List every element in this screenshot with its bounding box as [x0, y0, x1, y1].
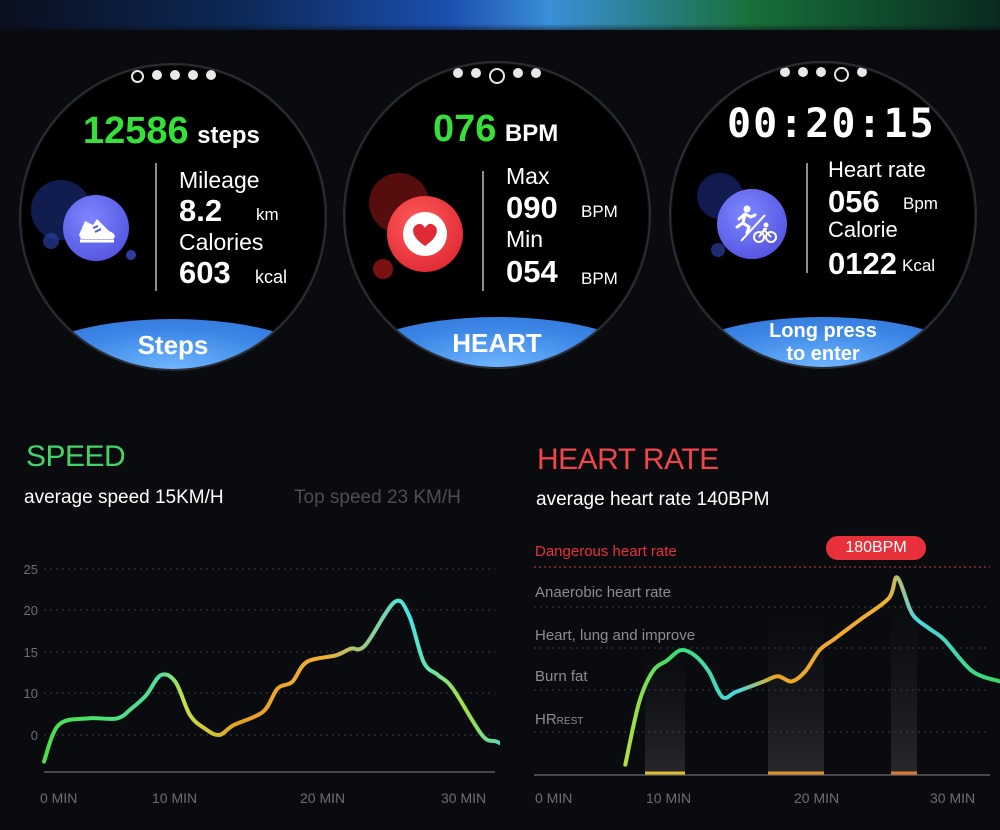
calorie-unit: Kcal [902, 256, 936, 275]
page-dot [187, 70, 198, 80]
steps-unit: steps [197, 122, 260, 149]
zone-burn-fat: Burn fat [535, 668, 588, 685]
heart-icon-circle [387, 196, 463, 272]
min-value: 054 [506, 254, 558, 289]
x-tick: 30 MIN [930, 790, 976, 806]
highlight-band [645, 650, 685, 774]
zone-anaerobic: Anaerobic heart rate [535, 584, 671, 601]
top-speed: Top speed 23 KM/H [294, 487, 461, 508]
page-dot [815, 67, 826, 77]
page-indicator [345, 68, 649, 84]
mileage-unit: km [256, 205, 279, 224]
heart-banner[interactable]: HEART [345, 317, 649, 367]
zone-heart-lung: Heart, lung and improve [535, 627, 696, 644]
calories-label: Calories [179, 229, 264, 255]
page-dot [797, 67, 808, 77]
y-tick: 25 [23, 562, 38, 577]
zone-hr-rest: HRREST [535, 711, 583, 728]
page-indicator [671, 67, 975, 82]
x-tick: 30 MIN [441, 790, 487, 806]
page-indicator [21, 70, 325, 83]
page-dot [531, 68, 541, 78]
hr-unit: Bpm [903, 194, 938, 213]
min-unit: BPM [581, 269, 618, 288]
banner-line-2: to enter [786, 343, 860, 365]
highlight-band [891, 600, 917, 774]
heart-rate-chart [534, 566, 1000, 776]
steps-value: 12586 [83, 110, 189, 152]
timer-value: 00:20:15 [727, 101, 936, 147]
decor-bubble [43, 233, 59, 249]
page-dot [779, 67, 790, 77]
highlight-band [768, 618, 824, 774]
page-dot [205, 70, 216, 80]
hr-rest-main: HR [535, 711, 557, 728]
decor-bubble [711, 243, 725, 257]
page-dot [169, 70, 180, 80]
calorie-label: Calorie [828, 217, 898, 242]
speed-series-line [42, 598, 500, 764]
divider [155, 163, 157, 291]
max-value: 090 [506, 190, 558, 225]
calorie-value: 0122 [828, 246, 897, 281]
steps-banner[interactable]: Steps [21, 319, 325, 369]
y-tick: 0 [30, 728, 38, 743]
peak-badge-label: 180BPM [845, 539, 907, 556]
divider [806, 163, 808, 273]
speed-title: SPEED [26, 440, 126, 473]
page-dot [453, 68, 463, 78]
page-dot [856, 67, 867, 77]
steps-icon-circle [63, 195, 129, 261]
sneaker-icon [79, 219, 115, 243]
calories-unit: kcal [255, 267, 288, 287]
decor-bubble [126, 250, 136, 260]
page-dot-active [489, 68, 505, 84]
average-speed: average speed 15KM/H [24, 487, 224, 508]
sport-icon-circle [717, 189, 787, 259]
watch-steps: 12586 steps Mileage 8.2 km Calories 603 … [19, 63, 327, 371]
page-dot [471, 68, 481, 78]
y-tick: 15 [23, 645, 38, 660]
heart-banner-label: HEART [452, 328, 542, 358]
page-dot-active [833, 67, 849, 82]
zone-dangerous: Dangerous heart rate [535, 543, 677, 560]
watch-heart: 076 BPM Max 090 BPM Min 054 BPM HEART [343, 61, 651, 369]
x-tick: 0 MIN [535, 790, 573, 806]
page-dot-active [130, 70, 144, 83]
steps-banner-label: Steps [137, 330, 209, 360]
hr-rest-sub: REST [556, 716, 584, 727]
top-banner-fade [0, 24, 1000, 36]
hr-value: 056 [828, 184, 880, 219]
watch-sport: 00:20:15 Heart rate 056 Bpm Calorie 0122… [669, 61, 977, 369]
x-tick: 20 MIN [794, 790, 840, 806]
mileage-value: 8.2 [179, 193, 223, 228]
heart-rate-title: HEART RATE [537, 443, 719, 476]
hr-label: Heart rate [828, 157, 926, 182]
x-tick: 10 MIN [646, 790, 692, 806]
run-bike-icon [735, 205, 777, 243]
page-dot [151, 70, 162, 80]
peak-badge: 180BPM [826, 536, 926, 560]
max-unit: BPM [581, 202, 618, 221]
x-tick: 10 MIN [152, 790, 198, 806]
calories-value: 603 [179, 255, 231, 290]
page-dot [513, 68, 523, 78]
y-tick: 20 [23, 603, 38, 618]
decor-bubble [373, 259, 393, 279]
min-label: Min [506, 226, 544, 252]
long-press-banner[interactable]: Long press to enter [671, 317, 975, 367]
bpm-unit: BPM [504, 120, 559, 147]
banner-line-1: Long press [769, 320, 877, 342]
bpm-value: 076 [433, 108, 497, 150]
max-label: Max [506, 163, 550, 189]
heart-rate-series-line [623, 575, 1000, 767]
heart-icon [403, 212, 447, 256]
divider [482, 171, 484, 291]
average-heart-rate: average heart rate 140BPM [536, 489, 770, 510]
y-tick: 10 [23, 686, 38, 701]
x-tick: 20 MIN [300, 790, 346, 806]
x-tick: 0 MIN [40, 790, 78, 806]
speed-chart [42, 568, 500, 773]
mileage-label: Mileage [179, 167, 260, 193]
